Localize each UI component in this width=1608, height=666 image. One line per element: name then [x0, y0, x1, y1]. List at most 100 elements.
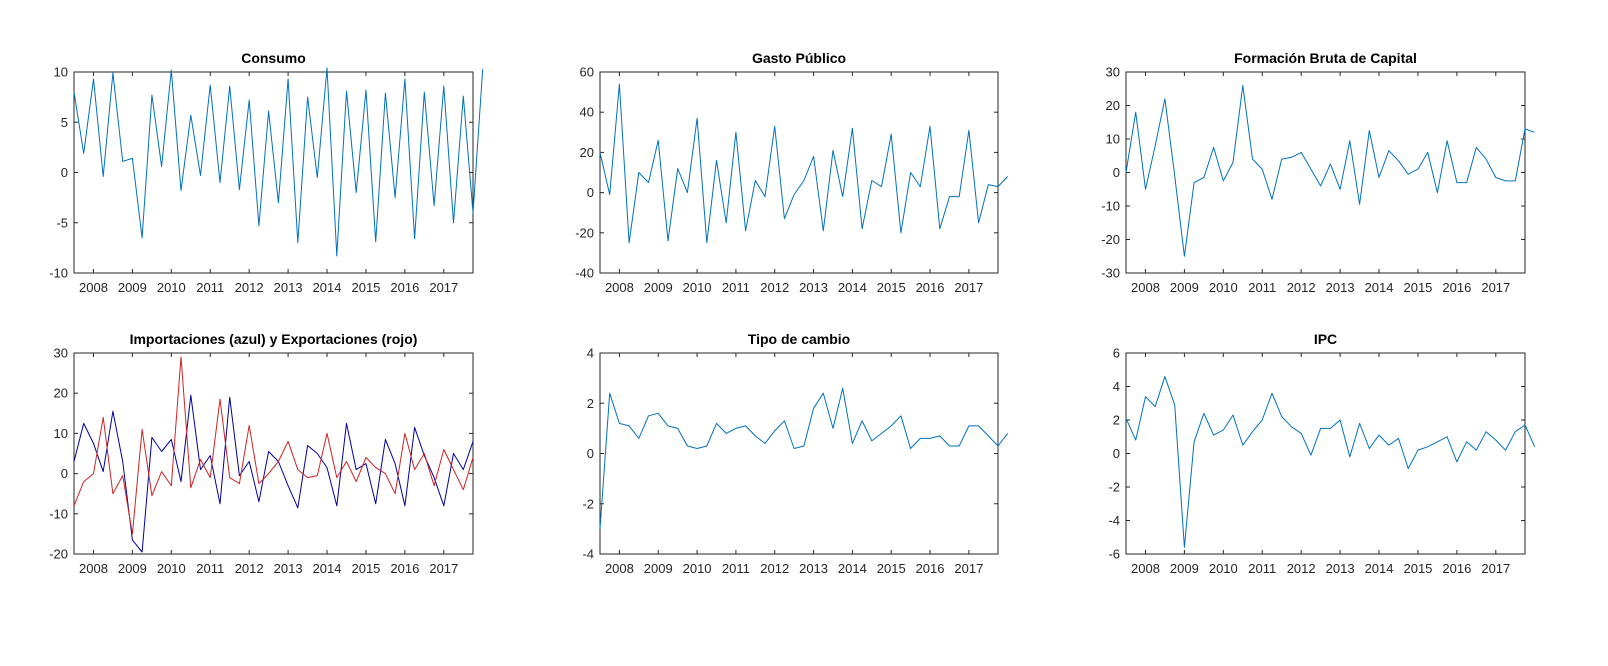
axes-frame	[599, 352, 999, 555]
x-tick-label: 2016	[390, 280, 419, 295]
chart-title: Formación Bruta de Capital	[1234, 50, 1417, 66]
y-tick-label: -40	[575, 266, 594, 281]
y-tick-label: 2	[1113, 413, 1120, 428]
x-tick-label: 2009	[644, 561, 673, 576]
x-tick-label: 2017	[1481, 561, 1510, 576]
x-tick-label: 2011	[722, 561, 750, 576]
x-tick-label: 2014	[1365, 561, 1394, 576]
y-tick-label: 0	[587, 446, 594, 461]
x-tick-label: 2015	[1403, 561, 1432, 576]
x-tick-label: 2013	[1326, 561, 1355, 576]
chart-title: Gasto Público	[752, 50, 846, 66]
y-tick-label: 0	[1113, 446, 1120, 461]
x-tick-label: 2011	[196, 280, 224, 295]
y-tick-label: 10	[54, 65, 68, 80]
x-tick-label: 2014	[838, 561, 867, 576]
x-tick-label: 2014	[1365, 280, 1394, 295]
subplot-gasto-publico: Gasto Público -40 -20 0 20 40 60 2008 2009 2010 20…	[575, 50, 1009, 295]
series-line-1	[599, 387, 1009, 529]
x-tick-label: 2017	[954, 280, 983, 295]
x-tick-label: 2008	[1131, 280, 1160, 295]
x-tick-label: 2008	[79, 280, 108, 295]
x-tick-label: 2010	[1209, 561, 1238, 576]
series-line-1	[1125, 84, 1535, 257]
x-tick-label: 2013	[799, 561, 828, 576]
y-tick-label: -4	[1108, 513, 1120, 528]
x-tick-label: 2009	[118, 561, 147, 576]
y-tick-label: 0	[61, 466, 68, 481]
x-tick-label: 2013	[274, 561, 303, 576]
y-tick-label: -20	[575, 225, 594, 240]
x-tick-label: 2012	[760, 280, 789, 295]
y-tick-label: 6	[1113, 346, 1120, 361]
axes-frame	[73, 352, 474, 555]
y-tick-label: -30	[1101, 266, 1120, 281]
x-tick-label: 2015	[351, 561, 380, 576]
x-tick-label: 2008	[1131, 561, 1160, 576]
y-tick-label: 10	[54, 426, 68, 441]
chart-title: IPC	[1314, 331, 1337, 347]
x-tick-label: 2013	[1326, 280, 1355, 295]
subplot-ipc: IPC -6 -4 -2 0 2 4 6 2008 2009 2010 2011 2012 2013 201…	[1108, 331, 1536, 576]
x-tick-label: 2008	[605, 280, 634, 295]
series-line-1	[599, 83, 1009, 244]
y-tick-label: 4	[1113, 379, 1120, 394]
x-tick-label: 2010	[683, 280, 712, 295]
axes-frame	[1125, 71, 1526, 274]
y-tick-label: 2	[587, 396, 594, 411]
y-tick-label: 30	[54, 346, 68, 361]
series-line-1	[73, 394, 474, 553]
x-tick-label: 2011	[1248, 561, 1276, 576]
x-tick-label: 2015	[877, 280, 906, 295]
y-tick-label: -10	[1101, 199, 1120, 214]
y-tick-label: 20	[54, 386, 68, 401]
x-tick-label: 2008	[605, 561, 634, 576]
x-tick-label: 2011	[196, 561, 224, 576]
y-tick-label: -20	[1101, 232, 1120, 247]
y-tick-label: -10	[49, 266, 68, 281]
x-tick-label: 2015	[877, 561, 906, 576]
x-tick-label: 2008	[79, 561, 108, 576]
x-tick-label: 2017	[954, 561, 983, 576]
y-tick-label: 10	[1106, 132, 1120, 147]
x-tick-label: 2012	[760, 561, 789, 576]
x-tick-label: 2014	[313, 561, 342, 576]
subplot-consumo: Consumo -10 -5 0 5 10 2008 2009 2010 2011 2012 2013…	[49, 50, 484, 295]
x-tick-label: 2010	[1209, 280, 1238, 295]
x-tick-label: 2016	[916, 280, 945, 295]
x-tick-label: 2011	[722, 280, 750, 295]
y-tick-label: 20	[580, 145, 594, 160]
x-tick-label: 2016	[916, 561, 945, 576]
series-line-2	[73, 356, 474, 535]
series-line-1	[1125, 376, 1536, 548]
x-tick-label: 2016	[1442, 561, 1471, 576]
x-tick-label: 2010	[683, 561, 712, 576]
x-tick-label: 2009	[1170, 561, 1199, 576]
subplot-formacion-bruta-de-capital: Formación Bruta de Capital -30 -20 -10 0 10 20…	[1101, 50, 1535, 295]
x-tick-label: 2015	[351, 280, 380, 295]
x-tick-label: 2011	[1248, 280, 1276, 295]
y-tick-label: -2	[1108, 480, 1120, 495]
y-tick-label: -5	[56, 215, 68, 230]
x-tick-label: 2012	[235, 280, 264, 295]
y-tick-label: 0	[61, 165, 68, 180]
chart-title: Importaciones (azul) y Exportaciones (ro…	[130, 331, 418, 347]
y-tick-label: 60	[580, 65, 594, 80]
series-line-1	[73, 67, 484, 257]
x-tick-label: 2014	[838, 280, 867, 295]
x-tick-label: 2013	[799, 280, 828, 295]
x-tick-label: 2017	[429, 280, 458, 295]
y-tick-label: -4	[582, 547, 594, 562]
x-tick-label: 2013	[274, 280, 303, 295]
chart-title: Tipo de cambio	[748, 331, 850, 347]
x-tick-label: 2010	[157, 561, 186, 576]
chart-title: Consumo	[241, 50, 306, 66]
x-tick-label: 2012	[235, 561, 264, 576]
y-tick-label: -6	[1108, 547, 1120, 562]
x-tick-label: 2010	[157, 280, 186, 295]
x-tick-label: 2009	[644, 280, 673, 295]
y-tick-label: -10	[49, 506, 68, 521]
x-tick-label: 2017	[429, 561, 458, 576]
y-tick-label: 30	[1106, 65, 1120, 80]
